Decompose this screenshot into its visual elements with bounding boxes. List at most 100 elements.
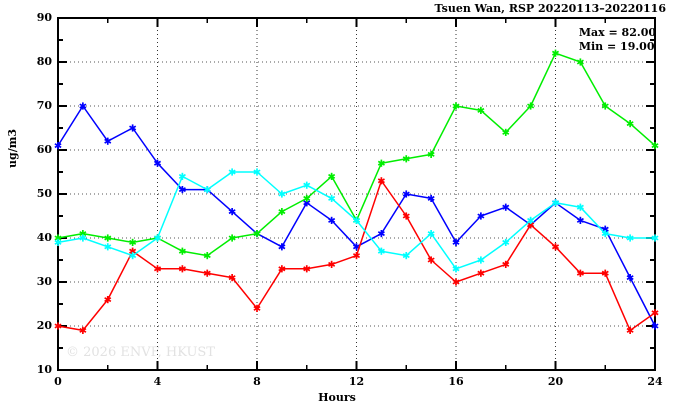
data-point-marker [502,260,510,268]
y-tick-label: 30 [36,275,52,288]
data-point-marker [129,238,137,246]
data-point-marker [502,203,510,211]
data-point-marker [626,120,634,128]
y-tick-label: 80 [36,55,52,68]
y-tick-label: 60 [36,143,52,156]
data-point-marker [54,322,62,330]
data-point-marker [427,194,435,202]
data-point-marker [153,234,162,242]
data-point-marker [178,265,186,273]
data-point-marker [79,326,87,334]
data-point-marker [551,49,560,57]
data-point-marker [377,247,385,255]
data-point-marker [129,252,137,260]
data-point-marker [203,252,211,260]
data-point-marker [626,326,634,334]
data-point-marker [79,234,87,242]
data-point-marker [228,168,236,176]
data-point-marker [104,137,112,145]
data-point-marker [477,106,485,114]
data-point-marker [278,190,286,198]
data-point-marker [104,243,112,251]
data-point-marker [477,269,485,277]
data-point-marker [601,230,609,238]
data-point-marker [352,216,361,224]
data-point-marker [576,58,584,66]
data-point-marker [203,269,211,277]
data-point-marker [278,243,286,251]
data-point-marker [427,150,435,158]
max-annotation: Max = 82.00 [578,26,656,39]
minmax-annotation: Max = 82.00 Min = 19.00 [579,26,656,54]
data-point-marker [303,194,311,202]
data-point-marker [377,177,385,185]
data-point-marker [651,234,659,242]
data-point-marker [626,234,634,242]
data-point-marker [303,265,311,273]
data-point-marker [129,124,137,132]
data-point-marker [626,274,634,282]
y-tick-label: 50 [36,187,52,200]
data-point-marker [54,142,62,150]
y-tick-label: 40 [36,231,52,244]
data-point-marker [651,322,659,330]
y-tick-label: 20 [36,319,52,332]
data-point-marker [427,256,435,264]
data-point-marker [502,238,510,246]
x-tick-label: 12 [348,375,365,388]
data-point-marker [601,269,609,277]
data-point-marker [352,252,361,260]
data-point-marker [328,194,336,202]
data-point-marker [328,260,336,268]
data-point-marker [153,159,162,167]
data-point-marker [477,256,485,264]
data-point-marker [228,208,236,216]
data-point-marker [402,190,410,198]
axis-ticks [57,17,656,371]
data-point-marker [402,212,410,220]
series-day3 [54,177,659,334]
data-point-marker [402,155,410,163]
data-point-marker [427,230,435,238]
data-point-marker [253,168,261,176]
series-day4 [54,168,659,273]
data-point-marker [104,234,112,242]
x-tick-label: 24 [647,375,663,388]
data-point-marker [452,278,460,286]
data-point-marker [551,243,560,251]
data-point-marker [278,265,286,273]
data-point-marker [576,216,584,224]
data-point-marker [253,304,261,312]
data-point-marker [576,269,584,277]
data-point-marker [178,247,186,255]
watermark: © 2026 ENVF, HKUST [66,345,215,360]
gridlines [58,18,655,370]
data-point-marker [527,102,535,110]
chart-title: Tsuen Wan, RSP 20220113–20220116 [434,2,666,15]
data-point-marker [477,212,485,220]
data-point-marker [377,159,385,167]
data-point-marker [178,186,186,194]
data-point-marker [402,252,410,260]
x-tick-label: 0 [54,375,62,388]
data-point-marker [328,172,336,180]
data-point-marker [253,230,261,238]
data-point-marker [203,186,211,194]
x-tick-label: 8 [253,375,261,388]
data-point-marker [576,203,584,211]
min-annotation: Min = 19.00 [578,40,655,53]
data-point-marker [551,199,560,207]
data-point-marker [452,265,460,273]
data-point-marker [278,208,286,216]
data-point-marker [228,234,236,242]
data-point-marker [651,309,659,317]
data-point-marker [651,142,659,150]
data-point-marker [601,102,609,110]
data-point-marker [79,102,87,110]
y-tick-label: 90 [36,11,52,24]
series-day1 [54,102,659,330]
y-tick-label: 70 [36,99,52,112]
x-axis-label: Hours [318,391,356,404]
